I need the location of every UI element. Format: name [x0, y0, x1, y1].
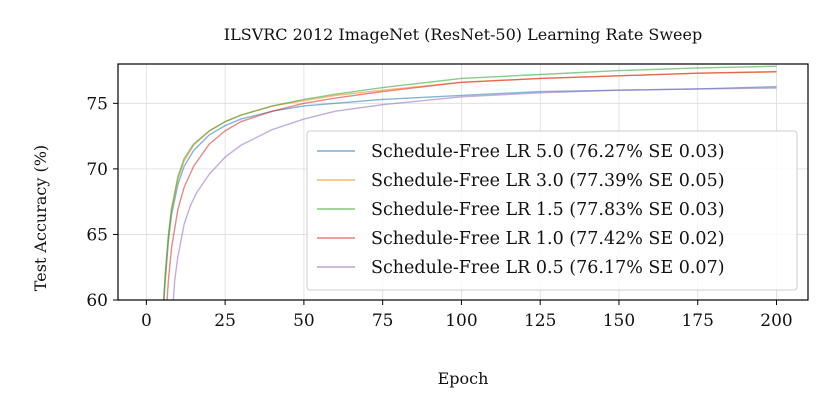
y-tick-label-2: 70	[86, 160, 108, 180]
x-tick-label-8: 200	[760, 311, 792, 331]
y-tick-label-3: 75	[86, 94, 108, 114]
y-tick-label-1: 65	[86, 225, 108, 245]
y-axis-label: Test Accuracy (%)	[31, 145, 50, 291]
legend-label-0: Schedule-Free LR 5.0 (76.27% SE 0.03)	[371, 142, 725, 162]
x-axis-label: Epoch	[438, 369, 489, 388]
x-tick-label-4: 100	[445, 311, 477, 331]
plot-frame	[117, 63, 809, 301]
legend-label-1: Schedule-Free LR 3.0 (77.39% SE 0.05)	[371, 171, 725, 191]
legend-label-4: Schedule-Free LR 0.5 (76.17% SE 0.07)	[371, 258, 725, 278]
legend-box	[306, 130, 798, 291]
series-lines	[162, 65, 777, 300]
y-tick-label-0: 60	[86, 291, 108, 311]
x-tick-label-1: 25	[214, 311, 236, 331]
series-line-4	[172, 87, 777, 300]
x-tick-label-2: 50	[293, 311, 315, 331]
legend-label-3: Schedule-Free LR 1.0 (77.42% SE 0.02)	[371, 229, 725, 249]
axis-ticks: 0 25 50 75 100 125 150 175 200 60 65 70 75	[86, 94, 792, 331]
x-tick-label-0: 0	[141, 311, 152, 331]
x-tick-label-7: 175	[681, 311, 713, 331]
x-tick-label-5: 125	[524, 311, 556, 331]
x-tick-label-6: 150	[603, 311, 635, 331]
series-line-3	[166, 70, 777, 300]
legend-label-2: Schedule-Free LR 1.5 (77.83% SE 0.03)	[371, 200, 725, 220]
x-tick-label-3: 75	[372, 311, 394, 331]
series-line-2	[162, 65, 777, 300]
legend: Schedule-Free LR 5.0 (76.27% SE 0.03) Sch…	[306, 130, 798, 291]
chart-title: ILSVRC 2012 ImageNet (ResNet-50) Learnin…	[224, 25, 702, 44]
